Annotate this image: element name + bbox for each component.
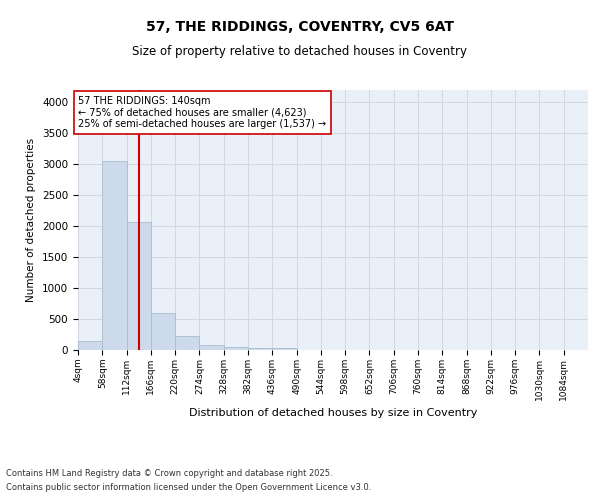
Text: 57, THE RIDDINGS, COVENTRY, CV5 6AT: 57, THE RIDDINGS, COVENTRY, CV5 6AT [146,20,454,34]
Bar [127,222,151,350]
Bar [199,346,224,350]
Text: Size of property relative to detached houses in Coventry: Size of property relative to detached ho… [133,45,467,58]
Y-axis label: Number of detached properties: Number of detached properties [26,138,37,302]
X-axis label: Distribution of detached houses by size in Coventry: Distribution of detached houses by size … [189,408,477,418]
Bar [78,340,102,350]
Bar [151,314,175,350]
Text: Contains public sector information licensed under the Open Government Licence v3: Contains public sector information licen… [6,484,371,492]
Bar [175,336,199,350]
Text: 57 THE RIDDINGS: 140sqm
← 75% of detached houses are smaller (4,623)
25% of semi: 57 THE RIDDINGS: 140sqm ← 75% of detache… [79,96,326,130]
Bar [102,160,127,350]
Bar [224,346,248,350]
Text: Contains HM Land Registry data © Crown copyright and database right 2025.: Contains HM Land Registry data © Crown c… [6,468,332,477]
Bar [248,348,272,350]
Bar [272,348,296,350]
